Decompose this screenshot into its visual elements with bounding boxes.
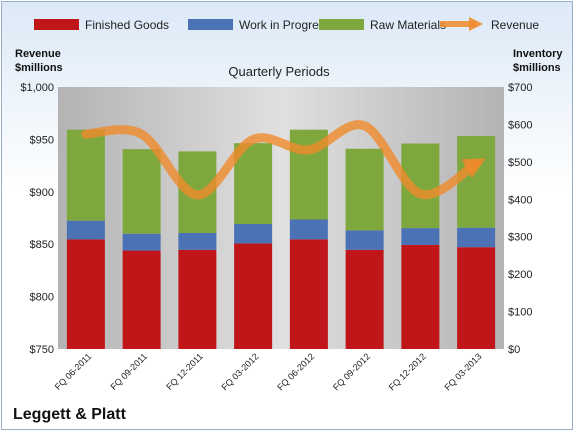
revenue-line-path xyxy=(81,120,486,200)
bar-raw-materials xyxy=(66,129,105,221)
right-axis-label-line1: Inventory xyxy=(513,48,563,60)
left-tick-label: $750 xyxy=(30,344,54,356)
right-tick-label: $300 xyxy=(508,232,532,244)
left-axis: $750 $800 $850 $900 $950 $1,000 xyxy=(20,82,54,356)
company-name: Leggett & Platt xyxy=(13,406,127,423)
x-tick-label: FQ 03-2012 xyxy=(220,351,261,392)
legend-label: Raw Materials xyxy=(370,18,446,32)
bar-raw-materials xyxy=(457,136,496,228)
right-tick-label: $200 xyxy=(508,269,532,281)
bar-finished-goods xyxy=(234,243,273,349)
left-tick-label: $900 xyxy=(30,187,54,199)
legend-swatch xyxy=(34,19,79,30)
legend-label: Work in Progress xyxy=(239,18,331,32)
bar-raw-materials xyxy=(122,149,161,234)
right-axis-label-line2: $millions xyxy=(513,62,561,74)
x-tick-label: FQ 09-2011 xyxy=(108,351,149,392)
bar-raw-materials xyxy=(345,148,384,231)
x-axis: FQ 06-2011 FQ 09-2011 FQ 12-2011 FQ 03-2012… xyxy=(53,351,484,392)
bar-finished-goods xyxy=(178,249,217,349)
left-tick-label: $800 xyxy=(30,292,54,304)
legend-swatch xyxy=(319,19,364,30)
bar-finished-goods xyxy=(289,239,328,349)
right-axis: $0 $100 $200 $300 $400 $500 $600 $700 xyxy=(508,82,532,356)
left-tick-label: $950 xyxy=(30,134,54,146)
revenue-line xyxy=(81,120,486,200)
x-tick-label: FQ 06-2012 xyxy=(275,351,316,392)
chart-frame: Finished Goods Work in Progress Raw Materi… xyxy=(1,1,573,430)
legend-label: Revenue xyxy=(491,18,539,32)
right-tick-label: $500 xyxy=(508,157,532,169)
left-tick-label: $850 xyxy=(30,239,54,251)
legend: Finished Goods Work in Progress Raw Materi… xyxy=(34,16,539,32)
bar-work-in-progress xyxy=(289,219,328,240)
left-axis-label-line1: Revenue xyxy=(15,48,61,60)
left-tick-label: $1,000 xyxy=(20,82,54,94)
legend-swatch xyxy=(188,19,233,30)
x-tick-label: FQ 09-2012 xyxy=(331,351,372,392)
x-tick-label: FQ 06-2011 xyxy=(53,351,94,392)
x-tick-label: FQ 12-2011 xyxy=(164,351,205,392)
left-axis-label-line2: $millions xyxy=(15,62,63,74)
bar-work-in-progress xyxy=(178,232,217,250)
bar-work-in-progress xyxy=(457,227,496,248)
legend-label: Finished Goods xyxy=(85,18,169,32)
left-axis-label: Revenue $millions xyxy=(15,48,63,74)
right-tick-label: $600 xyxy=(508,119,532,131)
inventory-revenue-chart: Finished Goods Work in Progress Raw Materi… xyxy=(13,16,563,423)
right-tick-label: $0 xyxy=(508,344,520,356)
bar-work-in-progress xyxy=(234,223,273,244)
chart-title: Quarterly Periods xyxy=(228,64,330,79)
bar-finished-goods xyxy=(122,250,161,349)
x-tick-label: FQ 12-2012 xyxy=(387,351,428,392)
right-tick-label: $400 xyxy=(508,194,532,206)
bar-finished-goods xyxy=(457,247,496,349)
right-tick-label: $700 xyxy=(508,82,532,94)
bar-finished-goods xyxy=(345,249,384,349)
right-axis-label: Inventory $millions xyxy=(513,48,563,74)
bar-work-in-progress xyxy=(66,220,105,240)
right-tick-label: $100 xyxy=(508,307,532,319)
bar-work-in-progress xyxy=(345,230,384,250)
bar-work-in-progress xyxy=(401,228,440,245)
bar-finished-goods xyxy=(401,244,440,349)
bar-work-in-progress xyxy=(122,233,161,251)
x-tick-label: FQ 03-2013 xyxy=(443,351,484,392)
bar-finished-goods xyxy=(66,239,105,349)
